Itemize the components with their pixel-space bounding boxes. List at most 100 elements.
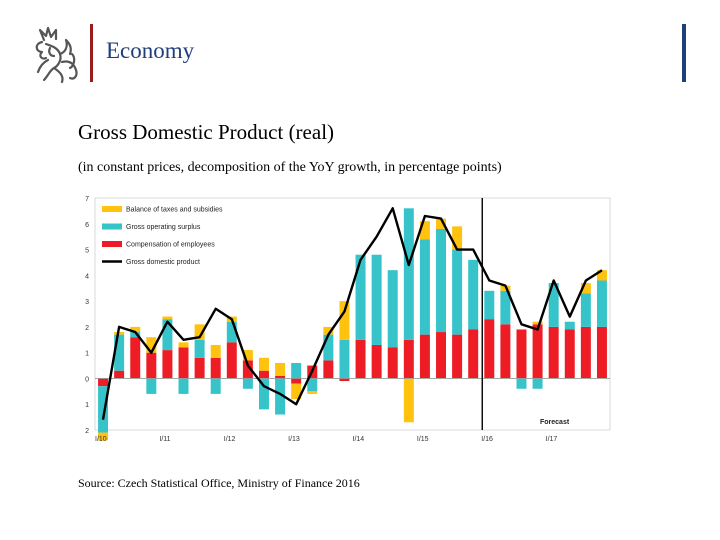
slide-subtitle: (in constant prices, decomposition of th…	[78, 160, 502, 175]
x-tick-label: I/15	[417, 436, 429, 443]
bar-segment	[387, 270, 398, 348]
bar-segment	[98, 378, 109, 387]
bar-segment	[419, 221, 430, 240]
bar-segment	[500, 324, 511, 379]
bar-segment	[162, 350, 173, 379]
bar-segment	[323, 326, 334, 335]
bar-segment	[291, 378, 302, 384]
bar-segment	[564, 329, 575, 379]
y-tick-label: 0	[85, 376, 89, 383]
bar-segment	[516, 378, 527, 389]
bar-segment	[307, 391, 318, 394]
legend-swatch	[102, 206, 122, 212]
bar-segment	[291, 383, 302, 400]
bar-segment	[403, 378, 414, 423]
legend-swatch	[102, 241, 122, 247]
bar-segment	[516, 329, 527, 379]
x-tick-label: I/17	[546, 436, 558, 443]
bar-segment	[114, 370, 125, 379]
bar-segment	[596, 280, 607, 327]
bar-segment	[242, 360, 253, 379]
bar-segment	[355, 339, 366, 379]
bar-segment	[130, 326, 141, 333]
y-tick-label: 4	[85, 273, 89, 280]
x-tick-label: I/13	[288, 436, 300, 443]
bar-segment	[339, 378, 350, 382]
bar-segment	[355, 254, 366, 340]
bar-segment	[98, 386, 109, 433]
bar-segment	[210, 344, 221, 358]
bar-segment	[178, 342, 189, 348]
bar-segment	[275, 375, 286, 379]
bar-segment	[532, 321, 543, 325]
bar-segment	[275, 362, 286, 376]
bar-segment	[484, 319, 495, 379]
bar-segment	[403, 339, 414, 379]
czech-lion-icon	[35, 26, 78, 84]
bar-segment	[403, 208, 414, 340]
bar-segment	[532, 378, 543, 389]
y-tick-label: 1	[85, 402, 89, 409]
bar-segment	[339, 301, 350, 340]
y-tick-label: 2	[85, 325, 89, 332]
plot-frame	[94, 197, 611, 431]
bar-segment	[307, 378, 318, 392]
y-tick-label: 1	[85, 351, 89, 358]
bar-segment	[532, 324, 543, 379]
bar-segment	[258, 370, 269, 379]
bar-segment	[258, 378, 269, 410]
bar-segment	[242, 378, 253, 389]
bar-segment	[596, 326, 607, 379]
bar-segment	[564, 321, 575, 330]
bar-segment	[194, 324, 205, 340]
bar-segment	[500, 290, 511, 325]
bar-segment	[130, 337, 141, 379]
bar-segment	[580, 283, 591, 294]
bar-segment	[436, 332, 447, 379]
bar-segment	[371, 254, 382, 345]
bar-segment	[114, 334, 125, 371]
bar-segment	[194, 357, 205, 379]
bar-segment	[452, 249, 463, 335]
slide-title: Gross Domestic Product (real)	[78, 120, 335, 144]
bar-segment	[548, 326, 559, 379]
y-tick-label: 5	[85, 248, 89, 255]
bar-segment	[242, 350, 253, 361]
bar-segment	[323, 334, 334, 361]
bar-segment	[146, 337, 157, 353]
y-tick-label: 2	[85, 428, 89, 435]
bar-segment	[339, 339, 350, 379]
bar-segment	[548, 283, 559, 327]
bar-segment	[436, 218, 447, 229]
gdp-line	[101, 207, 603, 420]
y-tick-label: 6	[85, 222, 89, 229]
bar-segment	[323, 360, 334, 379]
y-tick-label: 7	[85, 196, 89, 203]
bar-segment	[468, 329, 479, 379]
bar-segment	[98, 432, 109, 441]
bar-segment	[162, 316, 173, 320]
x-tick-label: I/12	[224, 436, 236, 443]
bar-segment	[146, 352, 157, 379]
x-tick-label: I/11	[159, 436, 170, 443]
x-tick-label: I/14	[353, 436, 365, 443]
source-note: Source: Czech Statistical Office, Minist…	[78, 476, 360, 490]
bar-segment	[146, 378, 157, 394]
bar-segment	[371, 344, 382, 379]
bar-segment	[178, 347, 189, 379]
bar-segment	[226, 342, 237, 379]
bar-segment	[275, 378, 286, 415]
bar-segment	[419, 239, 430, 335]
gdp-decomposition-chart: 7 6 5 4 3 2 1 0 1 2 I/10 I/11 I/12 I/13 I/14 I/15 I/16 I/…	[85, 196, 611, 443]
bar-segment	[580, 326, 591, 379]
bar-segment	[484, 290, 495, 320]
bar-segment	[387, 347, 398, 379]
bar-segment	[596, 270, 607, 281]
legend-label: Gross domestic product	[126, 259, 200, 266]
x-tick-label: I/10	[95, 436, 107, 443]
bar-segment	[226, 321, 237, 343]
bar-segment	[130, 332, 141, 338]
header-divider-right	[682, 24, 686, 82]
forecast-label: Forecast	[540, 419, 570, 426]
bar-segment	[258, 357, 269, 371]
